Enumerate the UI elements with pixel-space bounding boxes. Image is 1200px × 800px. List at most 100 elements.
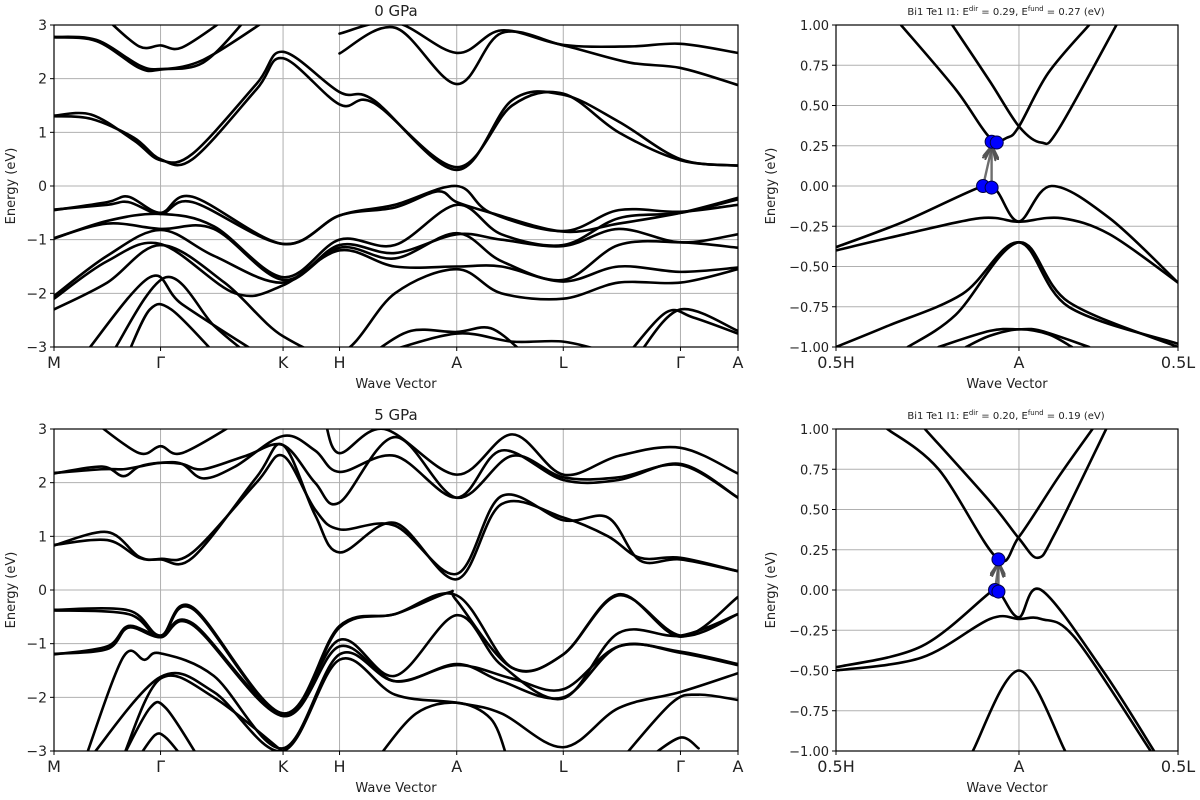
y-tick-label: 1 xyxy=(38,529,47,545)
x-tick-label: 0.5L xyxy=(1161,757,1195,776)
bands-group xyxy=(836,429,1156,751)
band-line-vb2 xyxy=(836,614,1152,751)
y-axis-title: Energy (eV) xyxy=(4,552,19,629)
band-line-band-v3 xyxy=(54,198,738,279)
x-axis-title: Wave Vector xyxy=(966,781,1048,796)
band-line-band-c7 xyxy=(338,25,738,55)
band-line-vb4 xyxy=(906,241,1178,347)
panel-title: 0 GPa xyxy=(374,2,418,20)
x-tick-label: A xyxy=(1013,353,1024,372)
band-line-band-v5 xyxy=(86,642,738,751)
title-formula: Bi1 Te1 I1 xyxy=(907,7,956,18)
band-line-band-v4 xyxy=(54,222,738,282)
band-line-band-c2 xyxy=(54,25,243,71)
band-line-vb2 xyxy=(836,216,1178,284)
x-tick-label: L xyxy=(559,757,568,776)
band-line-band-v14 xyxy=(632,308,738,347)
x-tick-label: H xyxy=(334,353,346,372)
panel-zoom-0gpa: Bi1 Te1 I1: Edir = 0.29, Efund = 0.27 (e… xyxy=(764,5,1195,392)
title-unit: (eV) xyxy=(1084,7,1105,18)
title-dir-value: 0.29 xyxy=(993,7,1015,18)
title-unit: (eV) xyxy=(1084,411,1105,422)
y-tick-label: 0 xyxy=(38,179,47,195)
band-line-band-v13 xyxy=(642,307,738,347)
band-line-band-c5 xyxy=(54,56,738,169)
band-line-cb1 xyxy=(899,25,1091,144)
x-tick-label: Γ xyxy=(156,757,165,776)
band-line-band-v6 xyxy=(94,656,738,751)
y-tick-label: −0.25 xyxy=(789,624,829,639)
title-dir-super: dir xyxy=(969,5,978,13)
y-tick-label: 0.50 xyxy=(800,504,829,519)
band-line-band-v1 xyxy=(54,190,738,246)
band-line-band-c1 xyxy=(54,434,738,499)
x-axis-title: Wave Vector xyxy=(966,377,1048,392)
y-tick-label: −0.75 xyxy=(789,705,829,720)
x-tick-label: L xyxy=(559,353,568,372)
band-line-vb1 xyxy=(836,584,1156,751)
y-tick-label: −1.00 xyxy=(789,341,829,356)
panel-title: 5 GPa xyxy=(374,406,418,424)
band-line-band-c4 xyxy=(54,50,738,172)
x-tick-label: M xyxy=(47,353,61,372)
y-tick-label: 0.00 xyxy=(800,180,829,195)
band-line-cb2 xyxy=(950,25,1118,146)
band-line-vb6 xyxy=(964,327,1074,347)
band-line-cb1 xyxy=(886,429,1094,563)
y-tick-label: −0.75 xyxy=(789,301,829,316)
y-tick-label: 0.25 xyxy=(800,544,829,559)
x-tick-label: 0.5H xyxy=(817,757,854,776)
title-fund-super: fund xyxy=(1028,5,1044,13)
band-line-band-v8 xyxy=(88,274,251,347)
plot-area: 3 2 1 0 −1 −2 −3M Γ K H A L Γ A xyxy=(26,422,743,776)
y-tick-label: 0.75 xyxy=(800,59,829,74)
y-axis-title: Energy (eV) xyxy=(764,552,779,629)
x-tick-label: H xyxy=(334,757,346,776)
plot-area: 1.00 0.75 0.50 0.25 0.00 −0.25 −0.50 −0.75 −1.00… xyxy=(789,19,1195,372)
band-line-band-v2 xyxy=(54,184,738,246)
axes-frame xyxy=(53,428,739,752)
band-line-band-v9 xyxy=(141,732,180,751)
x-axis-title: Wave Vector xyxy=(355,781,437,796)
plot-area: 1.00 0.75 0.50 0.25 0.00 −0.25 −0.50 −0.75 −1.00… xyxy=(789,423,1195,776)
band-edge-marker-cbm-1 xyxy=(991,552,1006,567)
axes-frame xyxy=(835,428,1179,752)
bands-group xyxy=(54,429,738,751)
y-tick-label: 0.50 xyxy=(800,100,829,115)
x-tick-label: A xyxy=(733,353,744,372)
band-line-band-v6 xyxy=(54,241,738,300)
title-fund-value: 0.27 xyxy=(1058,7,1080,18)
x-axis-title: Wave Vector xyxy=(355,377,437,392)
band-line-band-v12 xyxy=(655,736,700,751)
y-tick-label: −0.50 xyxy=(789,665,829,680)
panel-bands-5gpa: 5 GPa 3 2 1 0 −1 −2 −3M Γ K H A L Γ A Wave Vector Ene… xyxy=(4,406,744,796)
y-tick-label: −1.00 xyxy=(789,745,829,760)
y-tick-label: −3 xyxy=(26,340,47,356)
x-tick-label: A xyxy=(1013,757,1024,776)
y-tick-label: 0.75 xyxy=(800,463,829,478)
y-tick-label: −2 xyxy=(26,690,47,706)
y-axis-title: Energy (eV) xyxy=(4,148,19,225)
y-tick-label: 3 xyxy=(38,18,47,34)
y-tick-label: −3 xyxy=(26,744,47,760)
axes-frame xyxy=(53,24,739,348)
band-edge-marker-cbm-2 xyxy=(989,135,1004,150)
x-tick-label: 0.5H xyxy=(817,353,854,372)
title-colon: : E xyxy=(956,411,969,422)
title-eq: = xyxy=(978,411,993,422)
bands-group xyxy=(836,25,1178,347)
band-line-vb1 xyxy=(836,182,1178,284)
axes-frame xyxy=(835,24,1179,348)
y-tick-label: 3 xyxy=(38,422,47,438)
band-line-band-v10 xyxy=(129,302,211,347)
x-tick-label: A xyxy=(451,353,462,372)
y-tick-label: −0.50 xyxy=(789,261,829,276)
band-line-band-v11 xyxy=(626,693,738,751)
plot-area: 3 2 1 0 −1 −2 −3M Γ K H A L Γ A xyxy=(26,18,743,372)
x-tick-label: A xyxy=(733,757,744,776)
title-dir-value: 0.20 xyxy=(993,411,1015,422)
band-line-band-v9 xyxy=(114,275,242,347)
x-tick-label: K xyxy=(278,353,289,372)
x-tick-label: K xyxy=(278,757,289,776)
